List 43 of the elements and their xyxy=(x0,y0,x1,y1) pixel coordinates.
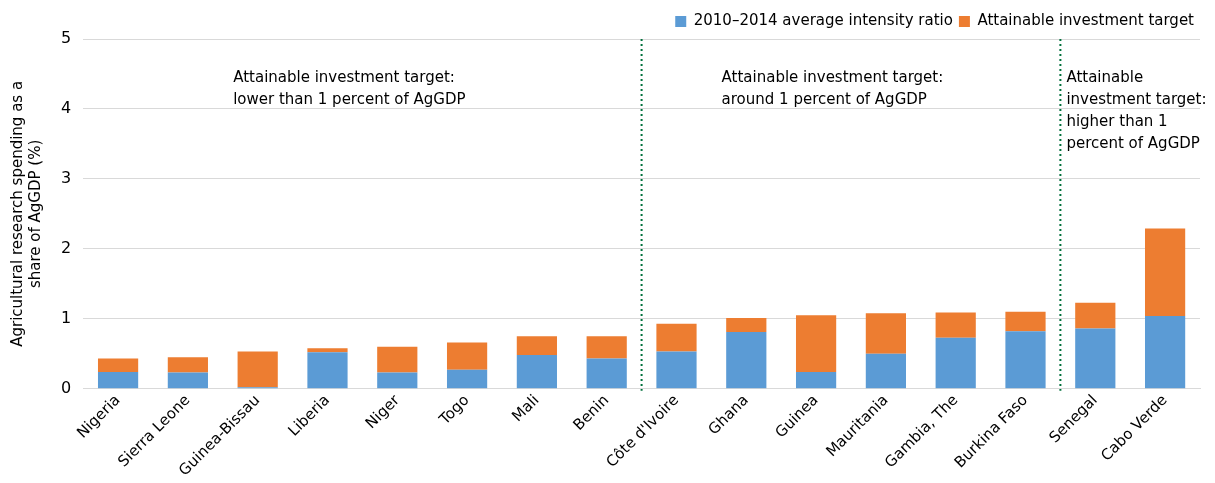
bar xyxy=(935,312,976,338)
y-tick-label: 3 xyxy=(60,168,72,188)
annotation: Attainable investment target: higher than 1 percent of AgGDP xyxy=(1066,67,1207,152)
bar xyxy=(97,371,139,389)
legend-label: Attainable investment target xyxy=(977,11,1195,30)
bar xyxy=(935,337,976,389)
bar xyxy=(307,348,348,353)
bar xyxy=(865,313,906,354)
bar xyxy=(237,351,278,388)
bar xyxy=(1145,315,1186,389)
bar xyxy=(167,357,208,373)
annotation: Attainable investment target: lower than 1 percent of AgGDP xyxy=(233,67,466,108)
bar xyxy=(1005,331,1046,389)
bar xyxy=(865,353,906,389)
bar xyxy=(446,369,488,389)
bar xyxy=(167,372,208,389)
bar xyxy=(586,358,627,389)
y-tick-label: 2 xyxy=(60,237,72,257)
bar xyxy=(307,352,348,389)
bar xyxy=(97,358,139,372)
bar xyxy=(446,342,488,370)
y-tick-label: 4 xyxy=(60,98,72,118)
bar xyxy=(1075,302,1116,329)
y-axis-title: Agricultural research spending as a share of AgGDP (%) xyxy=(7,80,44,347)
bar xyxy=(586,336,627,359)
y-tick-label: 5 xyxy=(60,28,72,48)
legend-label: 2010–2014 average intensity ratio xyxy=(693,11,953,30)
y-tick-label: 1 xyxy=(60,307,72,327)
bar xyxy=(1145,228,1186,316)
bar xyxy=(795,371,837,389)
bar xyxy=(377,346,418,373)
bar xyxy=(795,315,837,372)
bar xyxy=(726,332,767,389)
bar xyxy=(1075,328,1116,389)
bar xyxy=(656,351,697,389)
bar xyxy=(656,323,697,352)
bar xyxy=(377,372,418,389)
y-tick-label: 0 xyxy=(60,377,72,397)
bar xyxy=(1005,311,1046,332)
bar xyxy=(726,318,767,333)
bar xyxy=(516,336,557,356)
bar xyxy=(516,355,557,389)
annotation: Attainable investment target: around 1 percent of AgGDP xyxy=(721,67,944,108)
